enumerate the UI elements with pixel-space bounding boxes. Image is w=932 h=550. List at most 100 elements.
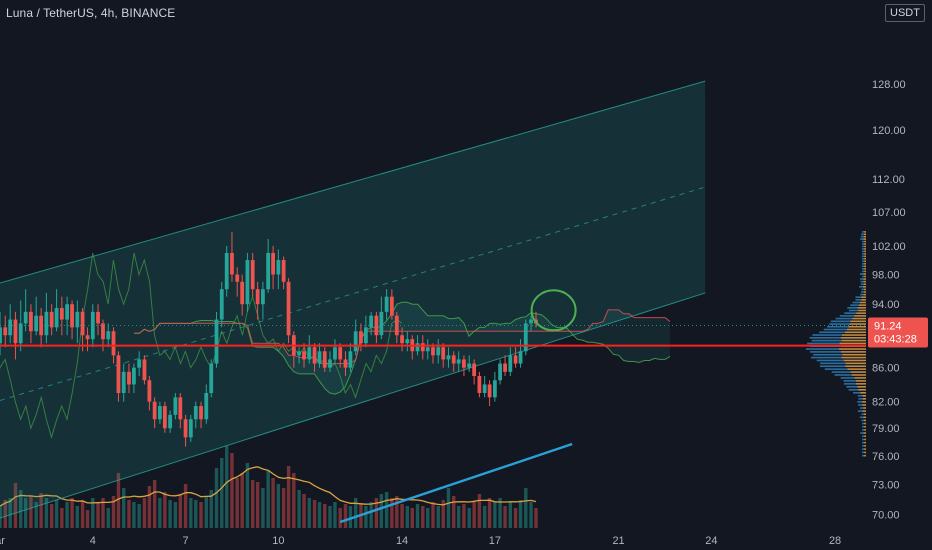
candle-body [29,312,33,331]
profile-bar-up [813,354,842,356]
candle-body [112,331,116,355]
candle-body [235,274,239,281]
candle-body [328,359,332,367]
profile-bar-up [859,286,863,288]
y-tick-label: 82.00 [872,397,900,409]
candle-body [246,260,250,304]
profile-bar-down [842,334,866,336]
profile-bar-down [864,248,866,250]
regression-channel [0,81,705,518]
profile-bar-up [862,251,864,253]
volume-bar [380,494,383,528]
volume-bar [266,470,269,528]
profile-bar-up [846,386,857,388]
currency-badge[interactable]: USDT [885,4,925,22]
volume-bar [333,502,336,528]
volume-bar [478,494,481,528]
profile-bar-up [861,236,864,238]
x-tick-label: 17 [489,535,501,547]
candle-body [467,364,471,368]
profile-bar-down [861,299,866,301]
profile-bar-down [858,307,866,309]
volume-bar [385,492,388,528]
profile-bar-up [862,268,864,270]
profile-bar-down [842,354,866,356]
profile-bar-down [863,398,866,400]
candle-body [86,335,90,339]
candle-body [266,253,270,289]
candle-body [60,308,64,320]
profile-bar-up [862,231,864,233]
profile-bar-up [819,331,845,333]
profile-bar-down [864,439,866,441]
profile-bar-up [861,291,864,293]
volume-bar [282,488,285,528]
countdown-label: 03:43:28 [874,333,917,345]
volume-bar [426,508,429,528]
profile-bar-down [851,371,866,373]
profile-bar-down [864,236,866,238]
profile-bar-up [847,307,857,309]
volume-bar [117,473,120,528]
candle-body [379,312,383,335]
profile-bar-down [845,365,866,367]
profile-bar-down [841,357,866,359]
profile-bar-down [864,268,866,270]
symbol-title[interactable]: Luna / TetherUS, 4h, BINANCE [6,6,175,20]
candle-body [147,380,151,401]
volume-bar [65,502,68,528]
candle-body [488,384,492,397]
profile-bar-up [825,368,848,370]
profile-bar-up [844,312,856,314]
volume-bar [189,498,192,528]
profile-bar-up [860,294,863,296]
profile-bar-up [862,426,864,428]
profile-bar-up [831,320,850,322]
volume-bar [364,506,367,528]
profile-bar-up [835,374,852,376]
candle-body [483,384,487,393]
candle-body [349,351,353,367]
volume-bar [70,498,73,528]
profile-bar-up [855,296,861,298]
profile-bar-down [864,448,866,450]
profile-bar-down [850,320,866,322]
candle-body [472,364,476,376]
volume-bar [431,502,434,528]
candle-body [256,289,260,304]
profile-bar-up [861,420,863,422]
volume-bar [292,473,295,528]
candle-body [19,323,23,343]
profile-bar-up [840,315,854,317]
profile-bar-down [863,278,866,280]
candle-body [163,406,167,428]
candle-body [302,351,306,359]
profile-bar-up [862,452,864,454]
profile-bar-up [862,439,864,441]
profile-bar-up [841,377,855,379]
volume-bar [277,484,280,528]
volume-bar [467,508,470,528]
profile-bar-up [820,363,845,365]
volume-bar [328,506,331,528]
profile-bar-up [844,380,856,382]
volume-bar [452,496,455,528]
y-tick-label: 102.00 [872,241,906,253]
profile-bar-up [862,448,864,450]
volume-bar [483,506,486,528]
volume-bar [148,486,151,528]
candle-body [65,304,69,319]
candle-body [426,347,430,351]
profile-bar-up [860,238,863,240]
volume-bar [503,506,506,528]
candle-body [137,359,141,367]
candle-body [70,304,74,327]
profile-bar-down [864,241,866,243]
volume-bar [96,502,99,528]
volume-bar [163,492,166,528]
candle-body [24,312,28,324]
candle-body [307,347,311,359]
volume-bar [261,488,264,528]
candle-body [3,327,7,335]
